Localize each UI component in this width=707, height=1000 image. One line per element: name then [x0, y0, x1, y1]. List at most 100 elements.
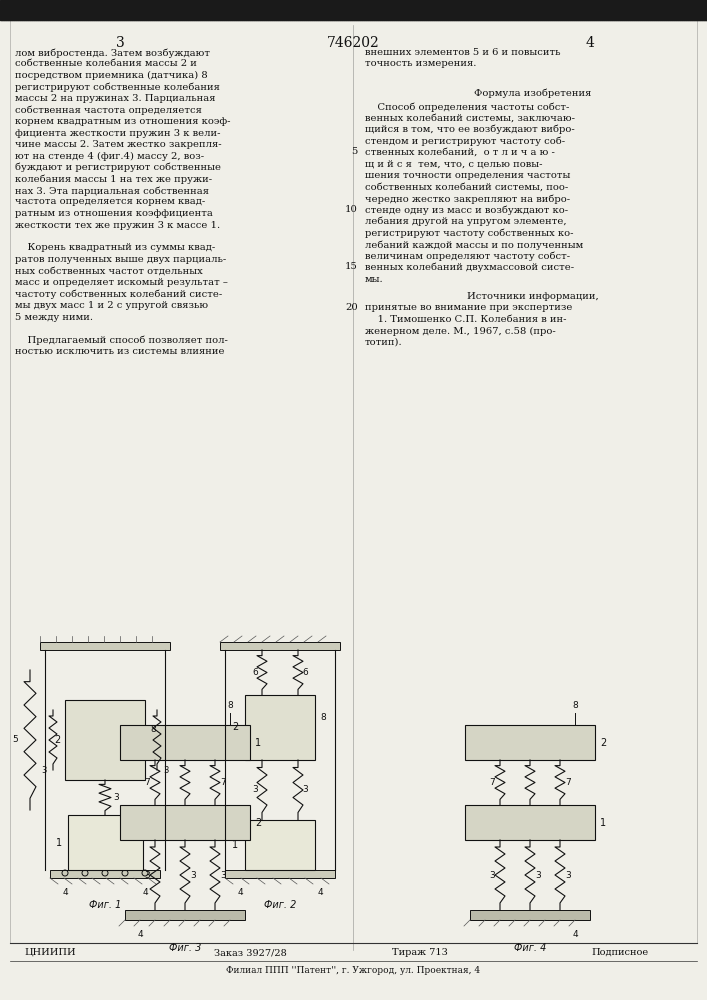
Text: частота определяется корнем квад-: частота определяется корнем квад-: [15, 198, 205, 207]
Text: Фиг. 4: Фиг. 4: [514, 943, 547, 953]
Bar: [650, 12, 652, 20]
Bar: [124, 10, 126, 20]
Text: Тираж 713: Тираж 713: [392, 948, 448, 957]
Bar: [258, 17, 260, 20]
Bar: [232, 14, 234, 20]
Bar: [148, 17, 150, 20]
Bar: [410, 15, 412, 20]
Bar: [664, 17, 666, 20]
Bar: [100, 14, 102, 20]
Text: колебания массы 1 на тех же пружи-: колебания массы 1 на тех же пружи-: [15, 174, 212, 184]
Bar: [216, 15, 218, 20]
Text: 3: 3: [144, 870, 150, 880]
Text: масс и определяет искомый результат –: масс и определяет искомый результат –: [15, 278, 228, 287]
Text: щ и й с я  тем, что, с целью повы-: щ и й с я тем, что, с целью повы-: [365, 159, 542, 168]
Text: 1. Тимошенко С.П. Колебания в ин-: 1. Тимошенко С.П. Колебания в ин-: [365, 315, 566, 324]
Text: Подписное: Подписное: [592, 948, 648, 957]
Text: 7: 7: [489, 778, 495, 787]
Bar: [132, 10, 134, 20]
Bar: [434, 15, 436, 20]
Bar: [526, 10, 528, 20]
Bar: [180, 17, 182, 20]
Bar: [96, 16, 98, 20]
Bar: [164, 17, 166, 20]
Bar: [498, 10, 500, 20]
Bar: [318, 16, 320, 20]
Bar: [400, 17, 402, 20]
Bar: [260, 9, 262, 20]
Text: лебания другой на упругом элементе,: лебания другой на упругом элементе,: [365, 217, 566, 227]
Bar: [514, 11, 516, 20]
Bar: [118, 10, 120, 20]
Bar: [346, 10, 348, 20]
Bar: [480, 12, 482, 20]
Bar: [280, 17, 282, 20]
Bar: [220, 642, 340, 650]
Bar: [190, 15, 192, 20]
Bar: [266, 9, 268, 20]
Bar: [470, 910, 590, 920]
Bar: [22, 10, 24, 20]
Text: лом вибростенда. Затем возбуждают: лом вибростенда. Затем возбуждают: [15, 48, 210, 57]
Text: мы.: мы.: [365, 274, 384, 284]
Text: 4: 4: [585, 36, 595, 50]
Bar: [108, 14, 110, 20]
Text: чине массы 2. Затем жестко закрепля-: чине массы 2. Затем жестко закрепля-: [15, 140, 221, 149]
Bar: [338, 12, 340, 20]
Bar: [420, 16, 422, 20]
Bar: [384, 11, 386, 20]
Bar: [376, 15, 378, 20]
Bar: [700, 13, 702, 20]
Bar: [4, 10, 6, 20]
Bar: [294, 17, 296, 20]
Bar: [120, 11, 122, 20]
Bar: [212, 11, 214, 20]
Bar: [544, 17, 546, 20]
Text: 1: 1: [255, 738, 261, 748]
Bar: [245, 695, 315, 760]
Bar: [452, 14, 454, 20]
Text: регистрируют собственные колебания: регистрируют собственные колебания: [15, 83, 220, 92]
Text: ют на стенде 4 (фиг.4) массу 2, воз-: ют на стенде 4 (фиг.4) массу 2, воз-: [15, 151, 204, 161]
Bar: [558, 10, 560, 20]
Bar: [554, 9, 556, 20]
Bar: [82, 16, 84, 20]
Bar: [540, 14, 542, 20]
Bar: [60, 15, 62, 20]
Bar: [44, 9, 46, 20]
Text: 4: 4: [142, 888, 148, 897]
Bar: [214, 9, 216, 20]
Text: ратов полученных выше двух парциаль-: ратов полученных выше двух парциаль-: [15, 255, 226, 264]
Bar: [590, 16, 592, 20]
Bar: [428, 11, 430, 20]
Bar: [450, 10, 452, 20]
Bar: [440, 14, 442, 20]
Text: 8: 8: [150, 726, 156, 734]
Bar: [692, 17, 694, 20]
Bar: [660, 12, 662, 20]
Text: 7: 7: [220, 778, 226, 787]
Bar: [42, 12, 44, 20]
Text: Фиг. 2: Фиг. 2: [264, 900, 296, 910]
Text: щийся в том, что ее возбуждают вибро-: щийся в том, что ее возбуждают вибро-: [365, 125, 575, 134]
Bar: [386, 14, 388, 20]
Bar: [438, 15, 440, 20]
Bar: [374, 14, 376, 20]
Text: посредством приемника (датчика) 8: посредством приемника (датчика) 8: [15, 71, 208, 80]
Text: 2: 2: [54, 735, 60, 745]
Bar: [470, 15, 472, 20]
Bar: [202, 13, 204, 20]
Bar: [612, 11, 614, 20]
Bar: [92, 17, 94, 20]
Bar: [586, 10, 588, 20]
Bar: [104, 12, 106, 20]
Text: 20: 20: [345, 302, 358, 312]
Bar: [78, 9, 80, 20]
Bar: [542, 15, 544, 20]
Bar: [312, 10, 314, 20]
Bar: [632, 10, 634, 20]
Bar: [58, 13, 60, 20]
Bar: [502, 11, 504, 20]
Bar: [642, 11, 644, 20]
Bar: [584, 15, 586, 20]
